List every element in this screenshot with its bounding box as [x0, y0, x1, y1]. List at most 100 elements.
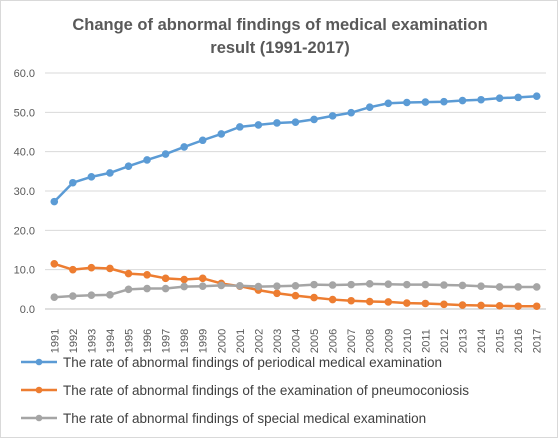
data-point — [421, 280, 430, 289]
legend-label: The rate of abnormal findings of periodi… — [63, 355, 442, 370]
x-tick-label: 2000 — [216, 329, 228, 353]
data-point — [217, 130, 226, 138]
legend-label: The rate of abnormal findings of the exa… — [63, 383, 469, 398]
data-point — [347, 296, 355, 305]
data-point — [458, 301, 467, 309]
data-point — [143, 156, 151, 164]
y-tick-label: 10.0 — [14, 265, 35, 277]
x-tick-label: 1997 — [161, 329, 173, 353]
legend-swatch-marker — [35, 414, 43, 422]
y-tick-label: 50.0 — [14, 107, 35, 119]
legend-item: The rate of abnormal findings of periodi… — [21, 355, 442, 370]
data-point — [273, 119, 281, 127]
data-point — [328, 112, 337, 120]
data-point — [180, 282, 188, 291]
data-point — [328, 281, 337, 289]
data-point — [291, 118, 300, 126]
series-3 — [50, 280, 541, 302]
data-point — [495, 302, 504, 310]
data-point — [161, 274, 170, 283]
data-point — [87, 291, 96, 300]
data-point — [421, 299, 430, 308]
data-point — [532, 92, 541, 101]
legend-swatch-marker — [35, 358, 43, 366]
data-point — [514, 302, 522, 311]
data-point — [328, 295, 337, 304]
data-point — [161, 150, 170, 158]
series-1 — [50, 92, 541, 206]
x-tick-label: 1995 — [124, 329, 136, 353]
data-point — [403, 280, 411, 289]
data-point — [403, 299, 411, 307]
data-point — [124, 269, 133, 278]
data-point — [106, 264, 114, 273]
legend: The rate of abnormal findings of periodi… — [21, 355, 469, 426]
legend-label: The rate of abnormal findings of special… — [63, 411, 426, 426]
data-point — [310, 280, 318, 289]
data-point — [106, 291, 114, 299]
data-point — [69, 265, 77, 274]
y-tick-label: 30.0 — [14, 186, 35, 198]
data-point — [124, 285, 133, 294]
x-tick-label: 2006 — [328, 329, 340, 353]
data-point — [143, 284, 151, 293]
data-point — [477, 282, 485, 290]
data-point — [532, 283, 541, 291]
data-point — [69, 292, 77, 300]
data-point — [87, 263, 96, 272]
data-point — [291, 291, 300, 300]
x-tick-label: 2014 — [476, 329, 488, 353]
data-point — [365, 280, 374, 288]
data-point — [254, 121, 263, 129]
data-point — [403, 98, 411, 107]
x-tick-label: 1998 — [179, 329, 191, 353]
data-point — [254, 282, 263, 291]
data-point — [440, 97, 448, 106]
data-point — [180, 275, 188, 284]
x-tick-label: 2016 — [513, 329, 525, 353]
legend-item: The rate of abnormal findings of the exa… — [21, 383, 469, 398]
series-2 — [50, 259, 541, 311]
data-point — [217, 281, 226, 290]
data-point — [421, 98, 430, 106]
x-tick-label: 2017 — [532, 329, 544, 353]
data-point — [347, 280, 355, 289]
data-point — [495, 94, 504, 102]
data-point — [180, 143, 188, 151]
legend-swatch-marker — [35, 386, 43, 394]
data-point — [273, 289, 281, 298]
y-tick-label: 60.0 — [14, 68, 35, 80]
x-axis: 1991 1992 1993 1994 1995 1996 1997 1998 1999 2000… — [45, 308, 546, 353]
data-point — [514, 93, 522, 102]
x-tick-label: 2007 — [346, 329, 358, 353]
data-point — [365, 103, 374, 112]
legend-item: The rate of abnormal findings of special… — [21, 411, 426, 426]
data-point — [69, 178, 77, 187]
data-point — [440, 300, 448, 309]
data-point — [273, 282, 281, 290]
y-tick-label: 20.0 — [14, 225, 35, 237]
data-point — [291, 281, 300, 290]
gridlines — [45, 72, 546, 310]
x-tick-label: 1994 — [105, 329, 117, 353]
data-point — [310, 115, 318, 124]
y-tick-label: 40.0 — [14, 147, 35, 159]
data-point — [87, 173, 96, 181]
data-point — [440, 281, 448, 289]
data-point — [532, 302, 541, 311]
chart-title-line-1: Change of abnormal findings of medical e… — [72, 16, 487, 34]
data-point — [514, 283, 522, 291]
series-lines — [50, 92, 541, 311]
x-tick-label: 1992 — [68, 329, 80, 353]
x-tick-label: 2012 — [439, 329, 451, 353]
x-tick-label: 1996 — [142, 329, 154, 353]
data-point — [124, 162, 133, 171]
y-axis: 0.0 10.0 20.0 30.0 40.0 50.0 60.0 — [14, 68, 35, 316]
data-point — [198, 136, 207, 145]
data-point — [161, 284, 170, 293]
data-point — [477, 301, 485, 310]
chart-title-line-2: result (1991-2017) — [210, 39, 349, 57]
data-point — [384, 280, 393, 289]
data-point — [347, 108, 355, 117]
